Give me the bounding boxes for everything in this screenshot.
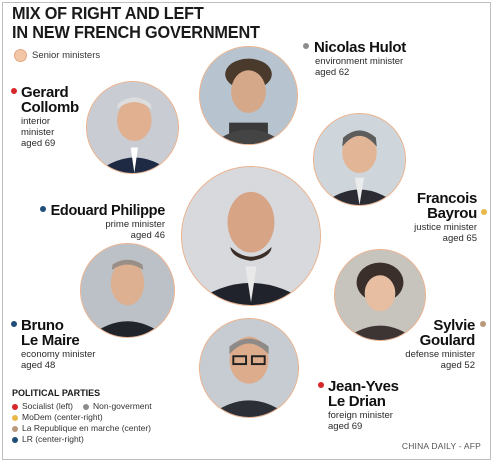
modem-party-dot xyxy=(12,414,18,421)
legend-modem-label: MoDem (center-right) xyxy=(22,412,103,422)
lrem-party-dot xyxy=(12,425,18,432)
legend-lrem: La Republique en marche (center) xyxy=(12,423,151,434)
hulot-label: Nicolas Hulot environment minister aged … xyxy=(303,40,406,78)
lemaire-role: economy minister xyxy=(21,349,96,360)
bayrou-age: aged 65 xyxy=(442,233,477,244)
legend-lrem-label: La Republique en marche (center) xyxy=(22,423,151,433)
legend-modem: MoDem (center-right) xyxy=(12,412,103,423)
lr-party-dot xyxy=(39,206,46,213)
ledrian-first-name: Jean-Yves xyxy=(328,378,399,395)
source-credit: CHINA DAILY - AFP xyxy=(401,441,481,451)
bayrou-role: justice minister xyxy=(414,222,477,233)
legend-lr: LR (center-right) xyxy=(12,434,84,445)
philippe-age: aged 46 xyxy=(130,230,165,241)
senior-ministers-legend: Senior ministers xyxy=(14,49,100,62)
legend-lr-label: LR (center-right) xyxy=(22,434,84,444)
lemaire-first-name: Bruno xyxy=(21,317,64,334)
page-title: MIX OF RIGHT AND LEFT IN NEW FRENCH GOVE… xyxy=(12,4,260,42)
socialist-party-dot xyxy=(11,88,17,95)
parties-row-3: La Republique en marche (center) xyxy=(12,423,152,434)
socialist-party-dot xyxy=(318,382,324,389)
modem-party-dot xyxy=(481,209,487,216)
parties-row-4: LR (center-right) xyxy=(12,434,152,445)
lemaire-portrait xyxy=(80,243,175,338)
goulard-portrait xyxy=(334,249,426,341)
political-parties-legend: POLITICAL PARTIES Socialist (left) Non-g… xyxy=(12,388,152,445)
portrait-icon xyxy=(87,82,178,173)
bayrou-portrait xyxy=(313,113,406,206)
collomb-first-name: Gerard xyxy=(21,84,69,101)
philippe-role: prime minister xyxy=(105,219,165,230)
ledrian-portrait xyxy=(199,318,299,418)
collomb-age: aged 69 xyxy=(21,138,56,149)
senior-ministers-label: Senior ministers xyxy=(32,50,101,61)
lrem-party-dot xyxy=(480,321,486,328)
non-government-party-dot xyxy=(83,403,90,410)
ledrian-role: foreign minister xyxy=(328,410,393,421)
socialist-party-dot xyxy=(12,403,18,410)
bayrou-first-name: Francois xyxy=(416,190,477,207)
legend-socialist-label: Socialist (left) xyxy=(22,401,74,411)
portrait-icon xyxy=(182,167,320,305)
goulard-first-name: Sylvie xyxy=(433,317,475,334)
parties-row-1: Socialist (left) Non-goverment xyxy=(12,401,152,412)
collomb-label: Gerard Collomb interior minister aged 69 xyxy=(11,85,79,149)
goulard-role: defense minister xyxy=(405,349,475,360)
portrait-icon xyxy=(335,250,425,340)
goulard-age: aged 52 xyxy=(440,360,475,371)
collomb-portrait xyxy=(86,81,179,174)
lemaire-label: Bruno Le Maire economy minister aged 48 xyxy=(11,318,95,371)
lemaire-age: aged 48 xyxy=(21,360,56,371)
ledrian-label: Jean-Yves Le Drian foreign minister aged… xyxy=(318,379,399,432)
hulot-portrait xyxy=(199,46,298,145)
goulard-label: Sylvie Goulard defense minister aged 52 xyxy=(386,318,486,371)
parties-heading: POLITICAL PARTIES xyxy=(12,388,101,398)
goulard-last-name: Goulard xyxy=(419,332,476,349)
bayrou-last-name: Bayrou xyxy=(427,205,477,222)
collomb-role-line-2: minister xyxy=(21,127,55,138)
collomb-role-line-1: interior xyxy=(21,116,51,127)
philippe-portrait xyxy=(181,166,321,306)
portrait-icon xyxy=(81,244,174,337)
non-government-party-dot xyxy=(303,43,309,50)
portrait-icon xyxy=(200,47,297,144)
ledrian-age: aged 69 xyxy=(328,421,363,432)
hulot-name: Nicolas Hulot xyxy=(314,39,406,56)
senior-minister-swatch xyxy=(14,49,27,62)
legend-non-government: Non-goverment xyxy=(83,401,152,412)
portrait-icon xyxy=(314,114,405,205)
lr-party-dot xyxy=(12,436,18,443)
lemaire-last-name: Le Maire xyxy=(21,332,80,349)
parties-row-2: MoDem (center-right) xyxy=(12,412,152,423)
hulot-role: environment minister xyxy=(315,56,404,67)
ledrian-last-name: Le Drian xyxy=(328,393,386,410)
title-line-1: MIX OF RIGHT AND LEFT xyxy=(12,3,204,23)
hulot-age: aged 62 xyxy=(315,67,350,78)
bayrou-label: Francois Bayrou justice minister aged 65 xyxy=(397,191,487,244)
collomb-last-name: Collomb xyxy=(21,99,79,116)
philippe-label: Edouard Philippe prime minister aged 46 xyxy=(15,203,165,241)
lr-party-dot xyxy=(11,321,17,328)
legend-socialist: Socialist (left) xyxy=(12,401,73,412)
portrait-icon xyxy=(200,319,298,417)
legend-non-government-label: Non-goverment xyxy=(93,401,152,411)
title-line-2: IN NEW FRENCH GOVERNMENT xyxy=(12,22,260,42)
philippe-name: Edouard Philippe xyxy=(50,203,166,219)
